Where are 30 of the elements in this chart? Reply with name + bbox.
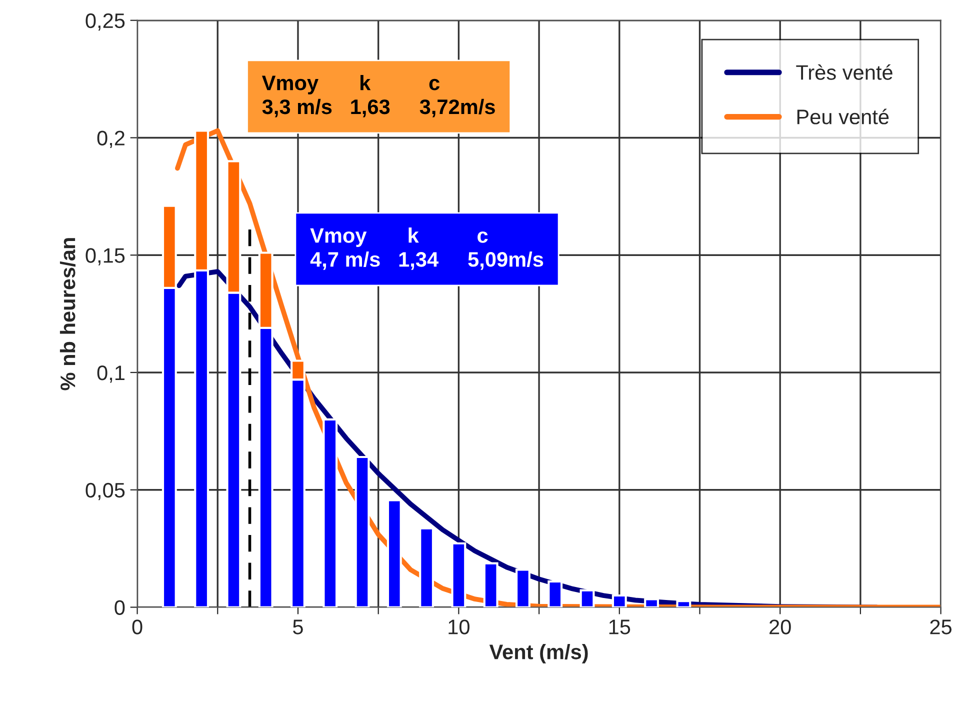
- bar: [386, 499, 402, 608]
- bar: [644, 598, 660, 608]
- y-tick-label: 0,05: [86, 482, 125, 500]
- bar: [676, 600, 692, 608]
- y-tick-label: 0,25: [86, 13, 125, 31]
- x-axis-title: Vent (m/s): [489, 644, 588, 664]
- x-tick-label: 0: [132, 620, 142, 634]
- annotation: Vmoy k c 3,3 m/s 1,63 3,72m/s: [262, 74, 495, 118]
- y-axis-title: % nb heures/an: [60, 238, 76, 390]
- y-tick-label: 0,2: [97, 130, 124, 148]
- y-tick-label: 0,1: [97, 365, 124, 383]
- annotation: Vmoy k c 4,7 m/s 1,34 5,09m/s: [310, 228, 544, 270]
- bar: [483, 562, 498, 608]
- bar: [451, 542, 466, 608]
- x-tick-label: 20: [770, 620, 791, 634]
- legend-label: Peu venté: [797, 108, 889, 124]
- y-tick-label: 0: [114, 600, 125, 615]
- bar: [322, 418, 338, 608]
- bar: [515, 568, 530, 608]
- x-tick-label: 5: [293, 620, 303, 634]
- x-tick-label: 10: [448, 620, 470, 634]
- bar: [580, 589, 595, 608]
- x-tick-label: 15: [609, 620, 630, 634]
- bar: [354, 456, 370, 608]
- y-tick-label: 0,15: [86, 248, 125, 266]
- bar: [419, 527, 434, 608]
- bar: [548, 580, 563, 608]
- x-tick-label: 25: [930, 620, 952, 634]
- bar: [612, 594, 627, 608]
- legend-label: Très venté: [796, 64, 892, 80]
